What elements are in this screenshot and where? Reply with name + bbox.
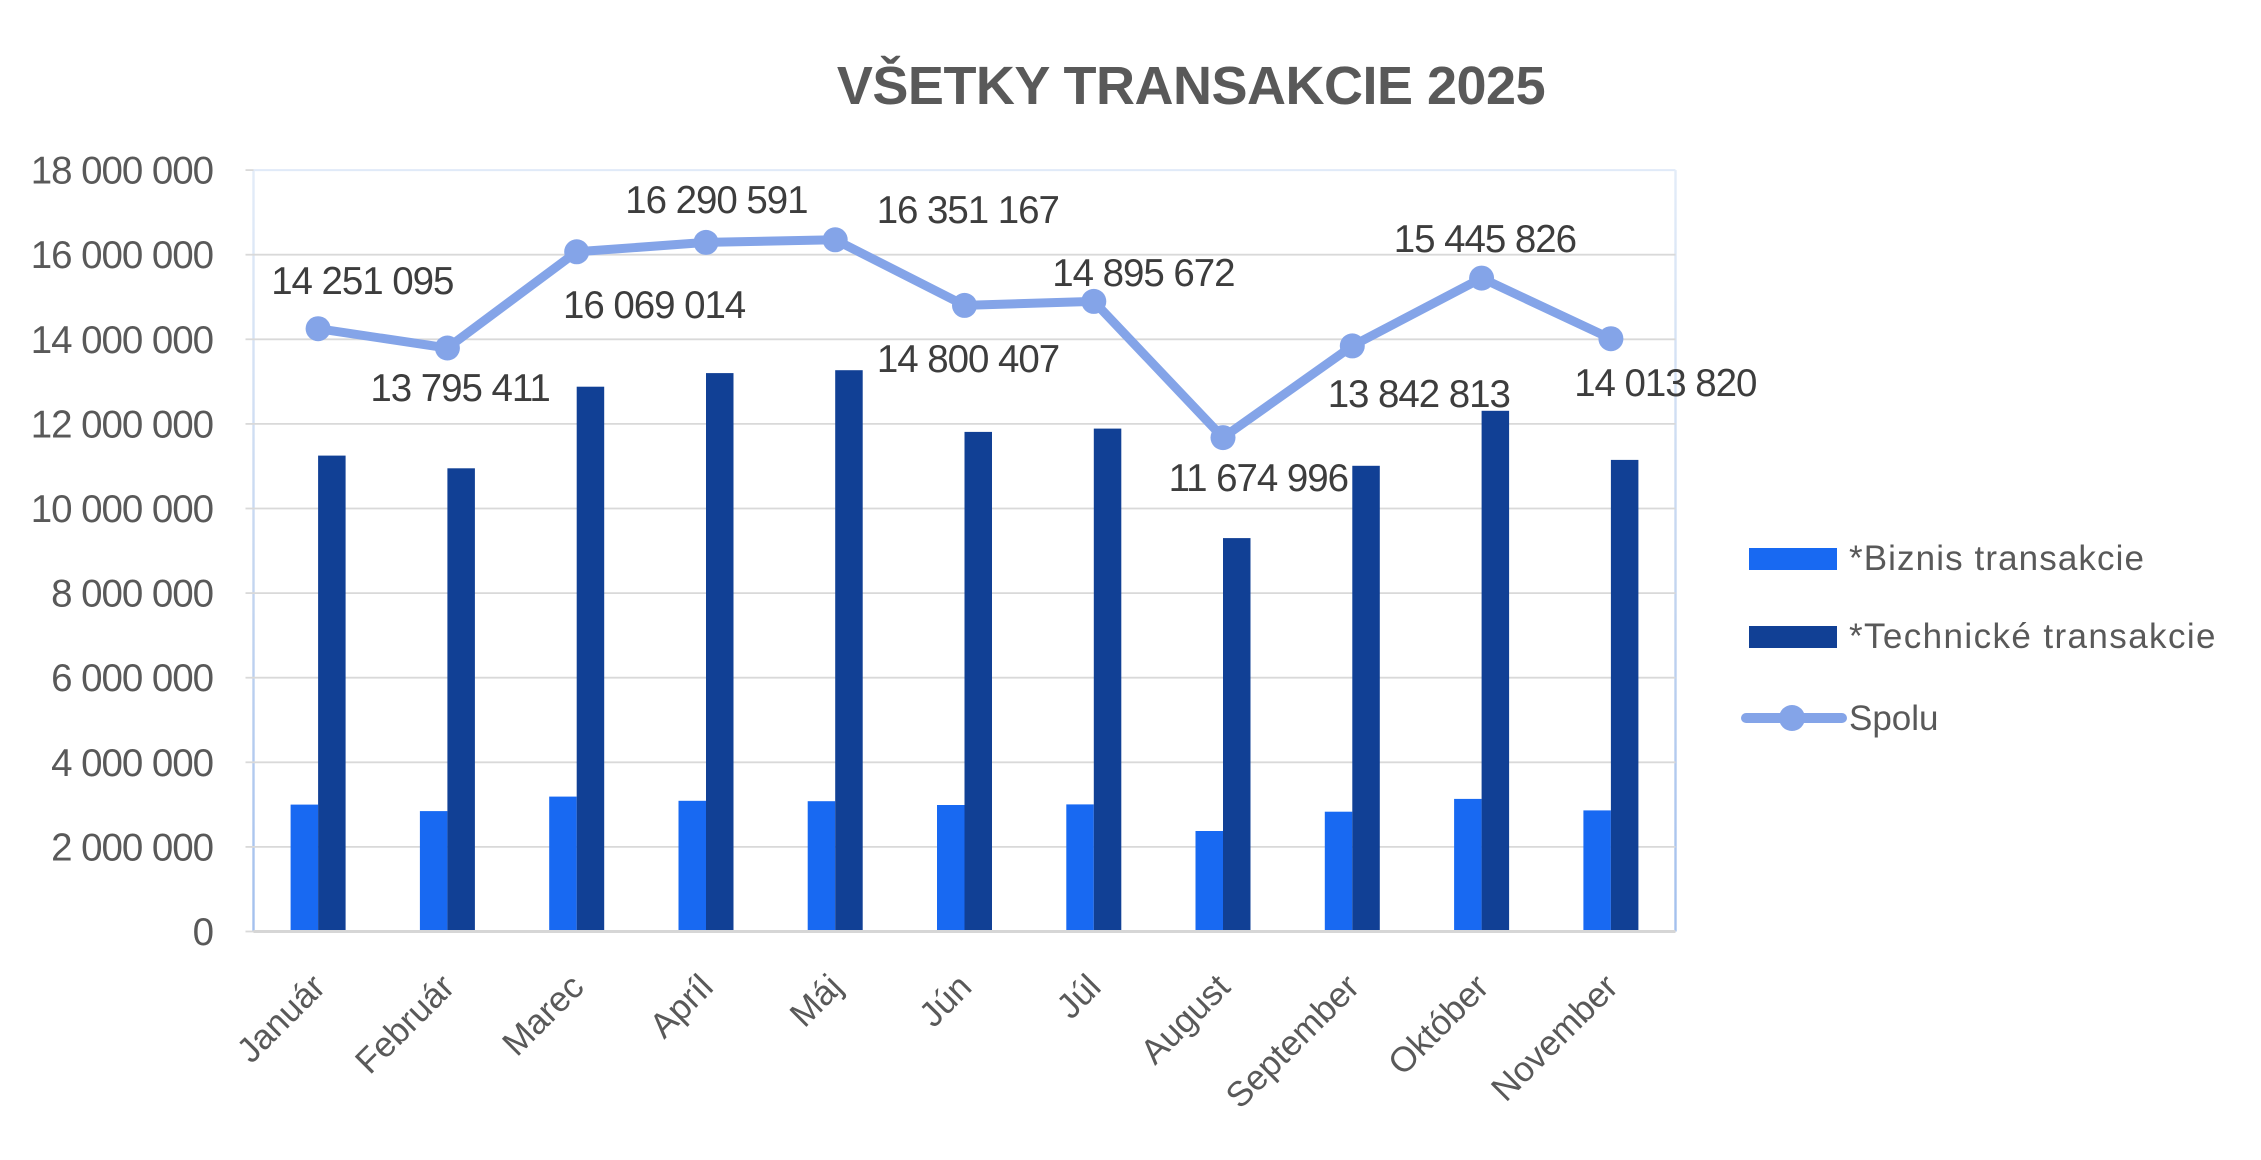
svg-text:11 674 996: 11 674 996 — [1169, 457, 1348, 500]
svg-text:14 000 000: 14 000 000 — [31, 319, 213, 362]
svg-text:16 290 591: 16 290 591 — [625, 179, 807, 222]
svg-text:8 000 000: 8 000 000 — [51, 573, 213, 616]
svg-text:13 842 813: 13 842 813 — [1328, 373, 1510, 416]
svg-text:4 000 000: 4 000 000 — [51, 742, 213, 785]
svg-text:*Biznis transakcie: *Biznis transakcie — [1849, 539, 2145, 578]
svg-text:6 000 000: 6 000 000 — [51, 657, 213, 700]
svg-text:2 000 000: 2 000 000 — [51, 826, 213, 869]
svg-text:14 013 820: 14 013 820 — [1574, 362, 1756, 405]
svg-text:VŠETKY TRANSAKCIE 2025: VŠETKY TRANSAKCIE 2025 — [837, 55, 1545, 116]
svg-text:0: 0 — [193, 911, 213, 954]
svg-text:Spolu: Spolu — [1849, 699, 1939, 738]
svg-text:13 795 411: 13 795 411 — [370, 367, 549, 410]
svg-text:*Technické transakcie: *Technické transakcie — [1849, 617, 2217, 656]
svg-text:14 251 095: 14 251 095 — [271, 260, 453, 303]
svg-text:16 069 014: 16 069 014 — [563, 284, 746, 327]
svg-text:16 351 167: 16 351 167 — [877, 189, 1059, 232]
svg-text:14 800 407: 14 800 407 — [877, 338, 1059, 381]
svg-text:14 895 672: 14 895 672 — [1052, 252, 1234, 295]
svg-text:15 445 826: 15 445 826 — [1394, 218, 1576, 261]
svg-text:16 000 000: 16 000 000 — [31, 234, 213, 277]
svg-text:10 000 000: 10 000 000 — [31, 488, 213, 531]
svg-text:12 000 000: 12 000 000 — [31, 403, 213, 446]
svg-text:18 000 000: 18 000 000 — [31, 150, 213, 193]
